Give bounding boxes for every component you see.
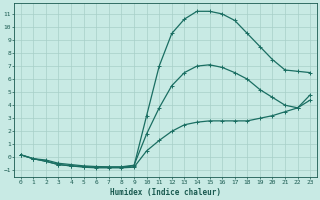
X-axis label: Humidex (Indice chaleur): Humidex (Indice chaleur) <box>110 188 221 197</box>
